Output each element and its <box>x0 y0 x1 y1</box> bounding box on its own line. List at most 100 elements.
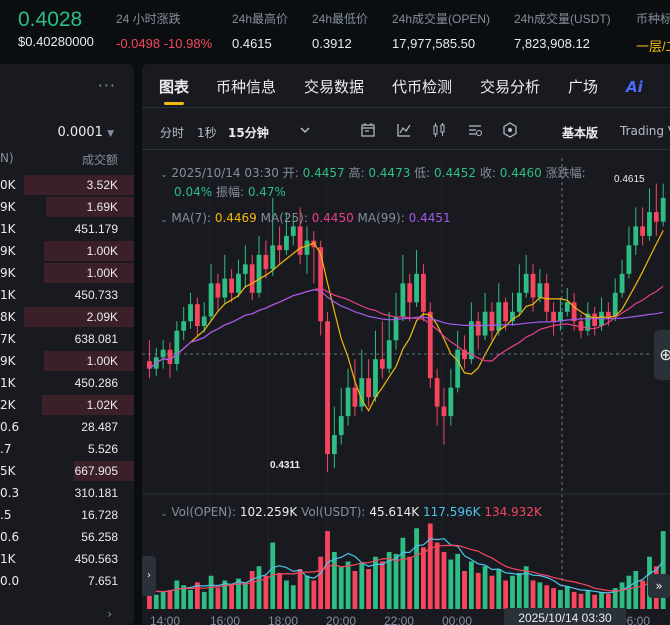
scroll-latest-button[interactable]: » <box>648 574 670 598</box>
hexagon-icon[interactable] <box>502 122 518 138</box>
volume-bar <box>400 537 406 609</box>
calendar-icon[interactable] <box>360 122 376 138</box>
candle <box>571 302 577 322</box>
candle <box>181 321 187 331</box>
trade-row[interactable]: .7 5.526 <box>0 439 134 459</box>
volume-bar <box>551 588 556 609</box>
candle <box>530 273 536 298</box>
trade-row[interactable]: 1K 451.179 <box>0 219 134 239</box>
stat-value[interactable]: 一层/二 <box>636 39 670 54</box>
chart-settings-icon[interactable] <box>467 122 483 138</box>
volume-bar <box>475 572 481 609</box>
trade-row[interactable]: 9K 1.00K <box>0 241 134 261</box>
volume-bar <box>544 585 550 609</box>
tab-token-info[interactable]: 币种信息 <box>216 78 277 96</box>
tab-token-check[interactable]: 代币检测 <box>392 78 453 96</box>
trade-row[interactable]: 9K 1.69K <box>0 197 134 217</box>
tab-trade-analysis[interactable]: 交易分析 <box>480 78 541 96</box>
ohlc-legend-line2: 0.04% 振幅: 0.47% <box>174 183 286 200</box>
ai-button[interactable]: Ai <box>626 78 643 96</box>
candle <box>393 316 399 341</box>
tab-chart[interactable]: 图表 <box>159 78 190 96</box>
candle <box>537 283 543 298</box>
trade-amount: 9K <box>0 266 16 280</box>
ma25-label: MA(25): <box>260 211 308 225</box>
stat-label: 24h最低价 <box>312 12 369 26</box>
volume-bar <box>427 523 433 609</box>
tab-square[interactable]: 广场 <box>568 78 599 96</box>
stat-label: 币种标 <box>636 12 670 26</box>
interval-1s[interactable]: 1秒 <box>197 126 217 140</box>
volume-bar <box>571 591 577 609</box>
trade-total: 667.905 <box>74 464 118 478</box>
stat-24h-vol-open: 24h成交量(OPEN) 17,977,585.50 <box>392 10 490 51</box>
trade-row[interactable]: 5K 667.905 <box>0 461 134 481</box>
candle <box>359 378 365 407</box>
chevron-down-icon[interactable]: ⌄ <box>160 170 168 180</box>
volume-bar <box>578 593 584 609</box>
trade-row[interactable]: 1K 450.563 <box>0 549 134 569</box>
volume-bar <box>215 588 221 609</box>
view-basic[interactable]: 基本版 <box>562 126 599 140</box>
chevron-down-icon[interactable]: ⌄ <box>160 509 168 519</box>
candlestick-chart[interactable] <box>142 64 670 625</box>
vol-open-label: Vol(OPEN): <box>171 505 236 519</box>
trade-total: 5.526 <box>87 442 118 456</box>
volume-bar <box>338 566 344 609</box>
volume-bar <box>516 572 522 609</box>
ma-line-7 <box>149 230 664 412</box>
depth-bar <box>43 351 134 371</box>
volume-bar <box>201 591 207 609</box>
candle <box>660 197 666 222</box>
volume-bar <box>242 582 248 609</box>
ohlc-high-label: 高: <box>348 166 365 180</box>
scroll-left-button[interactable]: › <box>142 556 156 596</box>
tab-trade-data[interactable]: 交易数据 <box>304 78 365 96</box>
candle <box>475 321 481 336</box>
stat-value: 17,977,585.50 <box>392 36 476 51</box>
trade-row[interactable]: 8K 2.09K <box>0 307 134 327</box>
volume-legend: ⌄ Vol(OPEN): 102.259K Vol(USDT): 45.614K… <box>160 505 542 519</box>
tick-size-select[interactable]: 0.0001 ▼ <box>57 125 114 140</box>
candle <box>400 283 406 317</box>
trade-row[interactable]: 9K 1.00K <box>0 351 134 371</box>
trade-amount: .7 <box>0 442 12 456</box>
candle <box>222 278 228 298</box>
candle <box>489 311 495 331</box>
candle <box>201 316 207 326</box>
depth-bar <box>41 395 134 415</box>
volume-bar <box>153 594 159 609</box>
chart-grid <box>151 158 443 609</box>
chevron-right-icon[interactable]: › <box>107 607 112 621</box>
trade-row[interactable]: 1K 450.286 <box>0 373 134 393</box>
trade-row[interactable]: 2K 1.02K <box>0 395 134 415</box>
add-crosshair-button[interactable]: ⊕ <box>654 330 670 380</box>
volume-ma-line <box>149 544 664 593</box>
volume-bar <box>585 590 591 609</box>
trade-row[interactable]: 0K 3.52K <box>0 175 134 195</box>
trade-row[interactable]: 7K 638.081 <box>0 329 134 349</box>
indicator-icon[interactable] <box>396 122 412 138</box>
trade-row[interactable]: 0.6 56.258 <box>0 527 134 547</box>
candle <box>510 311 515 322</box>
more-options-icon[interactable]: ··· <box>97 76 116 95</box>
trade-row[interactable]: .5 16.728 <box>0 505 134 525</box>
chevron-down-icon[interactable] <box>297 122 313 138</box>
ohlc-legend: ⌄ 2025/10/14 03:30 开: 0.4457 高: 0.4473 低… <box>160 164 586 181</box>
candle-type-icon[interactable] <box>431 122 447 138</box>
volume-bar <box>496 569 502 609</box>
trade-row[interactable]: 0.3 310.181 <box>0 483 134 503</box>
interval-timeline[interactable]: 分时 <box>160 126 185 140</box>
trade-row[interactable]: 0.0 7.651 <box>0 571 134 591</box>
trade-row[interactable]: 9K 1.00K <box>0 263 134 283</box>
chevron-down-icon[interactable]: ⌄ <box>160 215 168 225</box>
trade-row[interactable]: 1K 450.733 <box>0 285 134 305</box>
volume-bar <box>612 588 618 609</box>
trade-row[interactable]: 0.6 28.487 <box>0 417 134 437</box>
trade-total: 310.181 <box>74 486 118 500</box>
view-tradingview[interactable]: Trading V <box>620 124 670 138</box>
stat-24h-high: 24h最高价 0.4615 <box>232 10 288 51</box>
interval-15m[interactable]: 15分钟 <box>228 126 269 140</box>
volume-bar <box>304 575 310 609</box>
